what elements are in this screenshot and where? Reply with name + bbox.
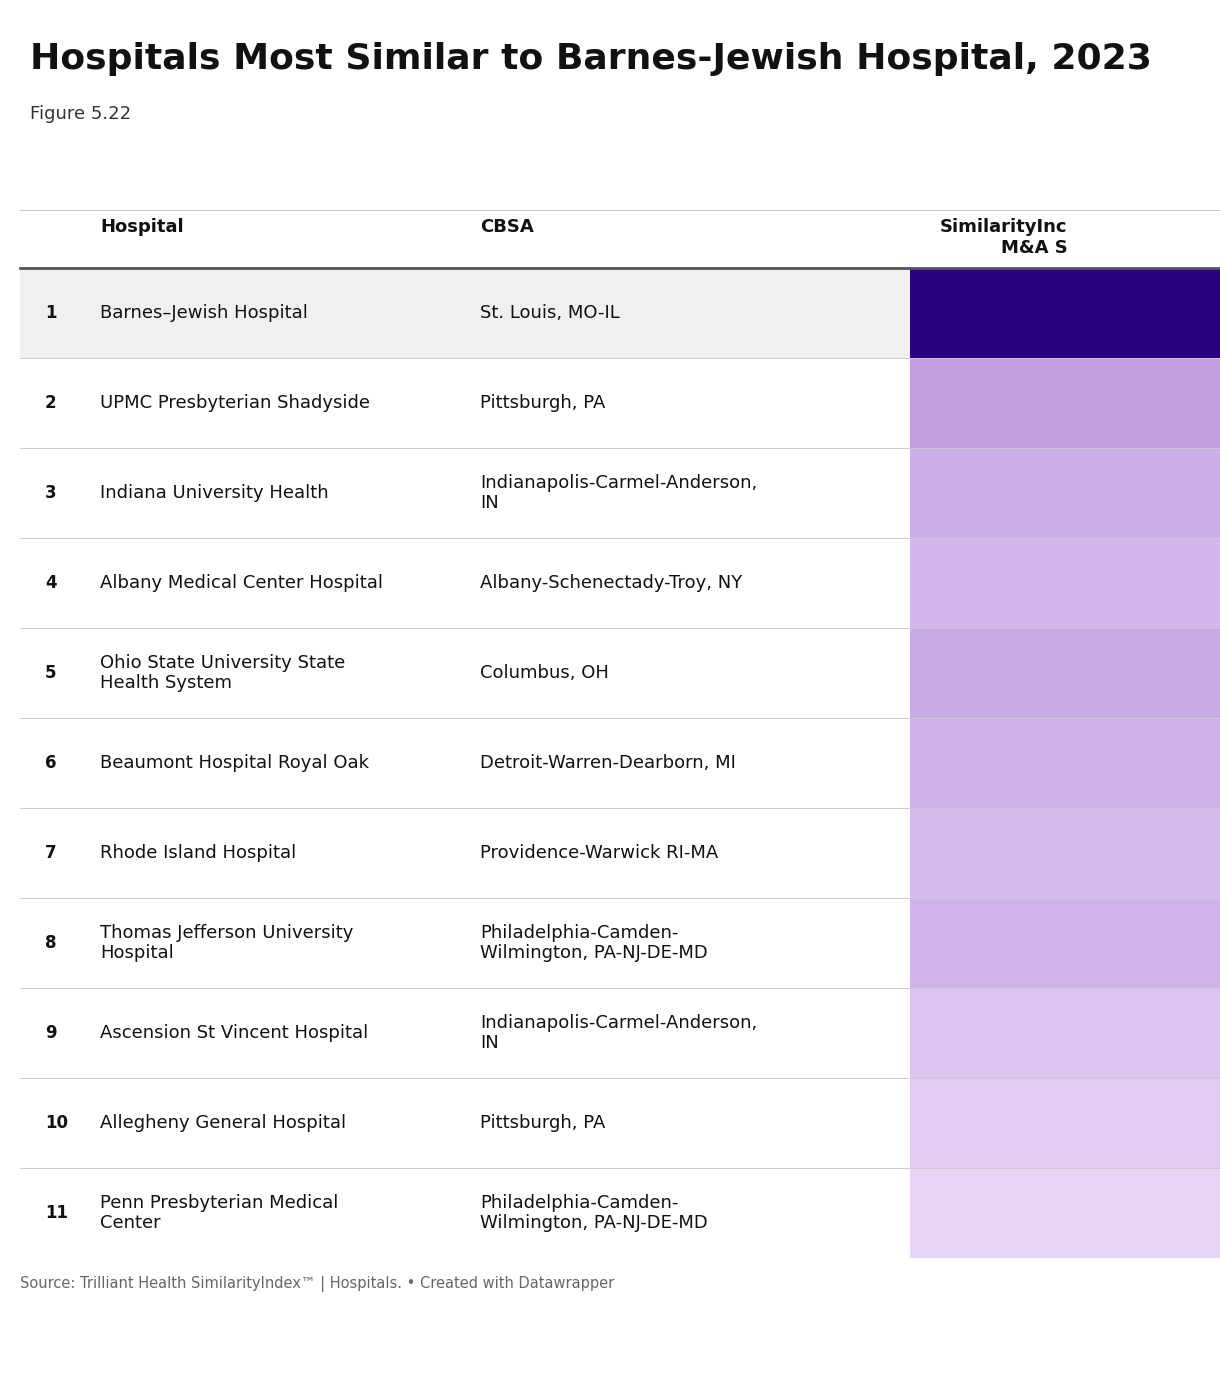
- Text: Philadelphia-Camden-
Wilmington, PA-NJ-DE-MD: Philadelphia-Camden- Wilmington, PA-NJ-D…: [479, 1193, 708, 1232]
- Bar: [910, 268, 1220, 358]
- Bar: [20, 1078, 910, 1168]
- Text: Rhode Island Hospital: Rhode Island Hospital: [100, 844, 296, 862]
- Text: Allegheny General Hospital: Allegheny General Hospital: [100, 1114, 346, 1132]
- Bar: [910, 448, 1220, 538]
- Bar: [20, 448, 910, 538]
- Text: Detroit-Warren-Dearborn, MI: Detroit-Warren-Dearborn, MI: [479, 754, 736, 772]
- Bar: [20, 538, 910, 628]
- Text: Hospital: Hospital: [100, 219, 184, 237]
- Bar: [20, 988, 910, 1078]
- Bar: [20, 268, 910, 358]
- Text: Philadelphia-Camden-
Wilmington, PA-NJ-DE-MD: Philadelphia-Camden- Wilmington, PA-NJ-D…: [479, 923, 708, 962]
- Bar: [910, 718, 1220, 808]
- Text: Penn Presbyterian Medical
Center: Penn Presbyterian Medical Center: [100, 1193, 338, 1232]
- Bar: [910, 988, 1220, 1078]
- Text: Albany Medical Center Hospital: Albany Medical Center Hospital: [100, 574, 383, 592]
- Text: 10: 10: [45, 1114, 68, 1132]
- Text: 6: 6: [45, 754, 56, 772]
- Text: 9: 9: [45, 1024, 56, 1042]
- Text: Ascension St Vincent Hospital: Ascension St Vincent Hospital: [100, 1024, 368, 1042]
- Text: Providence-Warwick RI-MA: Providence-Warwick RI-MA: [479, 844, 719, 862]
- Text: UPMC Presbyterian Shadyside: UPMC Presbyterian Shadyside: [100, 394, 370, 412]
- Text: 7: 7: [45, 844, 56, 862]
- Text: SimilarityInc
M&A S: SimilarityInc M&A S: [939, 219, 1068, 257]
- Text: 8: 8: [45, 934, 56, 952]
- Text: 2: 2: [45, 394, 56, 412]
- Text: 4: 4: [45, 574, 56, 592]
- Text: Figure 5.22: Figure 5.22: [30, 105, 131, 123]
- Text: Pittsburgh, PA: Pittsburgh, PA: [479, 394, 605, 412]
- Bar: [910, 538, 1220, 628]
- Text: Indianapolis-Carmel-Anderson,
IN: Indianapolis-Carmel-Anderson, IN: [479, 1013, 758, 1052]
- Text: Barnes–Jewish Hospital: Barnes–Jewish Hospital: [100, 304, 307, 322]
- Bar: [910, 808, 1220, 898]
- Bar: [20, 358, 910, 448]
- Text: Indiana University Health: Indiana University Health: [100, 484, 328, 502]
- Text: Beaumont Hospital Royal Oak: Beaumont Hospital Royal Oak: [100, 754, 368, 772]
- Bar: [910, 1078, 1220, 1168]
- Text: 1: 1: [45, 304, 56, 322]
- Text: Hospitals Most Similar to Barnes-Jewish Hospital, 2023: Hospitals Most Similar to Barnes-Jewish …: [30, 42, 1152, 76]
- Text: Thomas Jefferson University
Hospital: Thomas Jefferson University Hospital: [100, 923, 354, 962]
- Bar: [910, 1168, 1220, 1258]
- Text: 5: 5: [45, 664, 56, 682]
- Bar: [20, 808, 910, 898]
- Text: Source: Trilliant Health SimilarityIndex™ | Hospitals. • Created with Datawrappe: Source: Trilliant Health SimilarityIndex…: [20, 1276, 614, 1293]
- Text: Ohio State University State
Health System: Ohio State University State Health Syste…: [100, 653, 345, 692]
- Text: 11: 11: [45, 1204, 68, 1222]
- Text: CBSA: CBSA: [479, 219, 534, 237]
- Bar: [20, 1168, 910, 1258]
- Bar: [20, 628, 910, 718]
- Text: Pittsburgh, PA: Pittsburgh, PA: [479, 1114, 605, 1132]
- Bar: [910, 358, 1220, 448]
- Bar: [910, 628, 1220, 718]
- Text: Albany-Schenectady-Troy, NY: Albany-Schenectady-Troy, NY: [479, 574, 742, 592]
- Text: 3: 3: [45, 484, 56, 502]
- Bar: [910, 898, 1220, 988]
- Text: Columbus, OH: Columbus, OH: [479, 664, 609, 682]
- Bar: [20, 898, 910, 988]
- Bar: [20, 718, 910, 808]
- Text: Indianapolis-Carmel-Anderson,
IN: Indianapolis-Carmel-Anderson, IN: [479, 473, 758, 512]
- Text: St. Louis, MO-IL: St. Louis, MO-IL: [479, 304, 620, 322]
